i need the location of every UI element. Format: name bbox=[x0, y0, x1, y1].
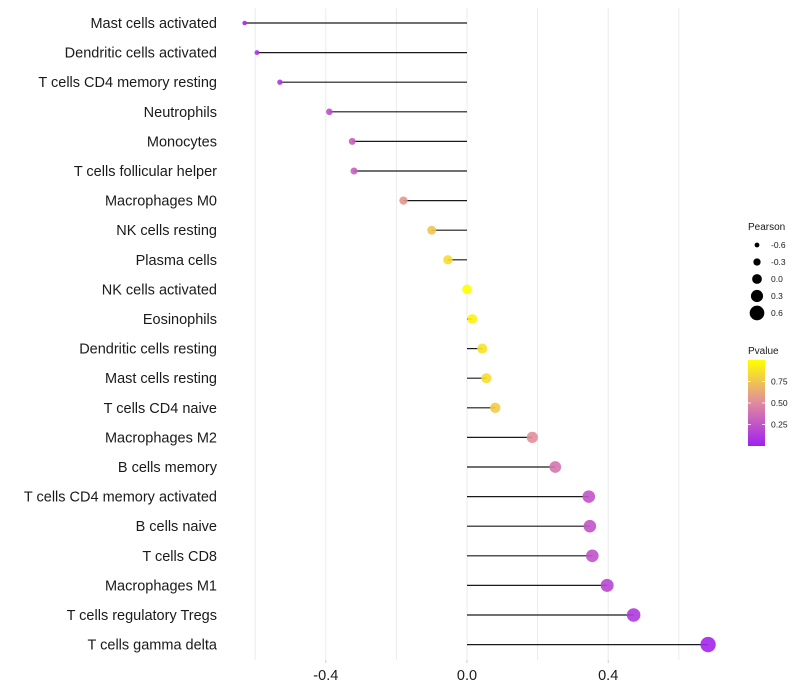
lollipop-point bbox=[481, 373, 492, 384]
lollipop-point bbox=[326, 108, 333, 116]
lollipop-point bbox=[585, 549, 599, 563]
legend-size-key bbox=[750, 289, 764, 303]
lollipop-point bbox=[399, 196, 408, 205]
lollipop-point bbox=[348, 137, 356, 145]
y-axis-label: T cells CD4 memory activated bbox=[24, 490, 217, 506]
y-axis-label: Macrophages M2 bbox=[105, 430, 217, 446]
legend-pvalue-label: 0.75 bbox=[771, 377, 788, 387]
lollipop-point bbox=[443, 255, 453, 265]
legend-size-key bbox=[754, 242, 760, 248]
legend-size-label: -0.6 bbox=[771, 240, 786, 250]
legend-size-label: 0.0 bbox=[771, 274, 783, 284]
legend-pvalue-label: 0.25 bbox=[771, 420, 788, 430]
legend-pearson: Pearson -0.6 -0.3 0.0 0.3 0.6 bbox=[748, 222, 786, 321]
lollipop-point bbox=[277, 79, 283, 85]
y-axis-label: Neutrophils bbox=[144, 105, 217, 121]
y-axis-label: Macrophages M1 bbox=[105, 578, 217, 594]
y-axis-label: Eosinophils bbox=[143, 312, 217, 328]
y-axis-label: NK cells resting bbox=[116, 223, 217, 239]
lollipop-point bbox=[526, 431, 538, 444]
x-tick-label: 0.0 bbox=[457, 668, 477, 684]
legend-size-key bbox=[753, 258, 761, 266]
x-axis-ticks: -0.4 0.0 0.4 bbox=[313, 660, 618, 684]
legend-pearson-title: Pearson bbox=[748, 222, 785, 233]
legend-size-label: 0.3 bbox=[771, 291, 783, 301]
y-axis-label: T cells follicular helper bbox=[74, 164, 217, 180]
y-axis-label: Dendritic cells resting bbox=[79, 342, 217, 358]
y-axis-label: Monocytes bbox=[147, 134, 217, 150]
legend-size-key bbox=[749, 305, 765, 321]
y-axis-label: B cells naive bbox=[136, 519, 217, 535]
y-axis-label: T cells regulatory Tregs bbox=[67, 608, 217, 624]
pvalue-colorbar bbox=[748, 360, 765, 446]
y-axis-label: T cells CD8 bbox=[142, 549, 217, 565]
y-axis-label: T cells CD4 naive bbox=[104, 401, 217, 417]
y-axis-label: T cells CD4 memory resting bbox=[38, 75, 217, 91]
y-axis-label: Mast cells activated bbox=[90, 16, 217, 32]
y-axis-label: NK cells activated bbox=[102, 282, 217, 298]
legend-size-label: -0.3 bbox=[771, 257, 786, 267]
lollipop-point bbox=[477, 343, 488, 354]
y-axis-label: Plasma cells bbox=[136, 253, 217, 269]
y-axis-label: Mast cells resting bbox=[105, 371, 217, 387]
lollipop-point bbox=[583, 519, 597, 533]
x-tick-label: 0.4 bbox=[598, 668, 618, 684]
grid-lines bbox=[254, 8, 680, 660]
lollipop-point bbox=[700, 636, 716, 653]
lollipop-point bbox=[350, 167, 358, 175]
legend-size-key bbox=[752, 274, 762, 284]
y-axis-label: Dendritic cells activated bbox=[65, 46, 217, 62]
lollipop-point bbox=[427, 225, 437, 235]
legend-size-label: 0.6 bbox=[771, 308, 783, 318]
lollipop-point bbox=[582, 490, 596, 503]
y-axis-label: T cells gamma delta bbox=[88, 638, 218, 654]
lollipop-point bbox=[254, 50, 260, 56]
legend-pvalue-title: Pvalue bbox=[748, 346, 779, 357]
lollipop-point bbox=[467, 314, 478, 324]
x-tick-label: -0.4 bbox=[313, 668, 338, 684]
lollipop-point bbox=[600, 578, 614, 592]
lollipop-point bbox=[462, 284, 472, 295]
lollipop-points bbox=[242, 20, 716, 653]
legend-pvalue-label: 0.50 bbox=[771, 398, 788, 408]
y-axis-label: B cells memory bbox=[118, 460, 218, 476]
lollipop-point bbox=[626, 608, 641, 622]
lollipop-segments bbox=[244, 22, 709, 646]
y-axis-label: Macrophages M0 bbox=[105, 194, 217, 210]
y-axis-labels: Mast cells activated Dendritic cells acti… bbox=[24, 16, 218, 654]
legend-pvalue: Pvalue 0.75 0.50 0.25 bbox=[748, 346, 788, 446]
lollipop-point bbox=[549, 461, 562, 473]
lollipop-point bbox=[242, 20, 247, 26]
lollipop-point bbox=[490, 402, 501, 413]
